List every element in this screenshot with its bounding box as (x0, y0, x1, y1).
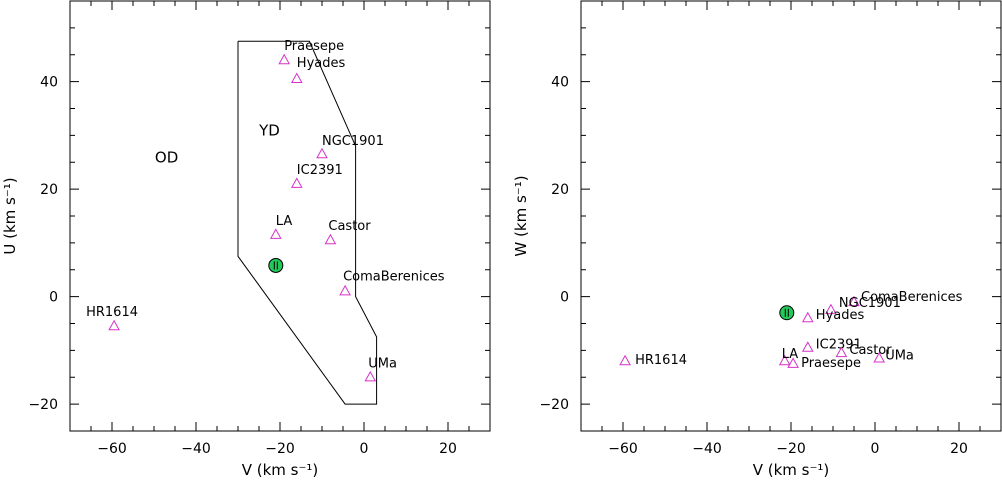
y-axis-label: U (km s⁻¹) (1, 177, 19, 254)
y-tick-label: 0 (49, 290, 58, 306)
cluster-label-hr1614: HR1614 (635, 353, 687, 368)
x-tick-label: −20 (265, 441, 295, 457)
cluster-point-uma (873, 352, 886, 363)
x-tick-label: −60 (97, 441, 127, 457)
cluster-label-la: LA (276, 214, 293, 229)
cluster-point-ngc1901 (825, 303, 837, 315)
x-tick-label: 20 (439, 441, 457, 457)
x-axis-label: V (km s⁻¹) (753, 461, 830, 479)
cluster-label-uma: UMa (368, 356, 397, 371)
cluster-point-hyades (290, 72, 303, 84)
cluster-label-comaberenices: ComaBerenices (861, 290, 963, 305)
region-label: OD (155, 148, 178, 166)
cluster-point-la (778, 354, 791, 366)
x-tick-label: −40 (181, 441, 211, 457)
cluster-point-castor (324, 233, 337, 245)
cluster-point-comaberenices (339, 284, 351, 296)
region-label: YD (258, 121, 280, 139)
y-tick-label: 40 (40, 75, 58, 91)
cluster-point-hr1614 (108, 319, 120, 331)
x-tick-label: −60 (608, 441, 638, 457)
x-tick-label: −40 (692, 441, 722, 457)
x-tick-label: 20 (950, 441, 968, 457)
cluster-label-castor: Castor (328, 219, 371, 234)
cluster-point-uma (364, 370, 377, 382)
y-tick-label: −20 (28, 397, 58, 413)
y-axis-label: W (km s⁻¹) (512, 175, 530, 256)
cluster-point-castor (835, 346, 848, 358)
cluster-point-ic2391 (290, 177, 303, 188)
cluster-label-ngc1901: NGC1901 (839, 296, 901, 311)
y-tick-label: 40 (551, 75, 569, 91)
region-boundary (237, 40, 378, 405)
cluster-point-hyades (801, 311, 814, 323)
x-tick-label: 0 (871, 441, 880, 457)
cluster-label-ic2391: IC2391 (297, 163, 343, 178)
cluster-label-hyades: Hyades (816, 308, 865, 323)
cluster-point-praesepe (787, 357, 799, 368)
x-axis-label: V (km s⁻¹) (242, 461, 319, 479)
x-tick-label: 0 (360, 441, 369, 457)
cluster-point-la (269, 228, 282, 239)
panel-1: −60 −40 −20 0 20 −20 0 20 40 V (km s⁻¹) U (km s⁻¹)… (1, 0, 491, 479)
cluster-label-ngc1901: NGC1901 (322, 134, 384, 149)
y-tick-label: −20 (539, 397, 569, 413)
cluster-label-praesepe: Praesepe (801, 356, 861, 371)
cluster-point-comaberenices (848, 295, 860, 307)
cluster-point-ngc1901 (316, 147, 328, 159)
object-point (268, 257, 284, 273)
cluster-point-praesepe (278, 53, 291, 65)
cluster-label-comaberenices: ComaBerenices (343, 269, 445, 284)
object-point (779, 305, 795, 321)
cluster-label-castor: Castor (849, 343, 892, 358)
cluster-label-ic2391: IC2391 (816, 338, 862, 353)
x-tick-label: −20 (776, 441, 806, 457)
cluster-label-hyades: Hyades (297, 56, 346, 71)
panel-2: −60 −40 −20 0 20 −20 0 20 40 V (km s⁻¹) W (km s⁻¹)… (512, 0, 1002, 479)
cluster-label-la: LA (782, 347, 799, 362)
cluster-point-ic2391 (801, 341, 814, 352)
cluster-point-hr1614 (619, 354, 631, 366)
cluster-label-hr1614: HR1614 (86, 305, 138, 320)
cluster-label-praesepe: Praesepe (284, 39, 344, 54)
cluster-label-uma: UMa (885, 348, 914, 363)
y-tick-label: 20 (551, 182, 569, 198)
y-tick-label: 20 (40, 182, 58, 198)
y-tick-label: 0 (560, 290, 569, 306)
